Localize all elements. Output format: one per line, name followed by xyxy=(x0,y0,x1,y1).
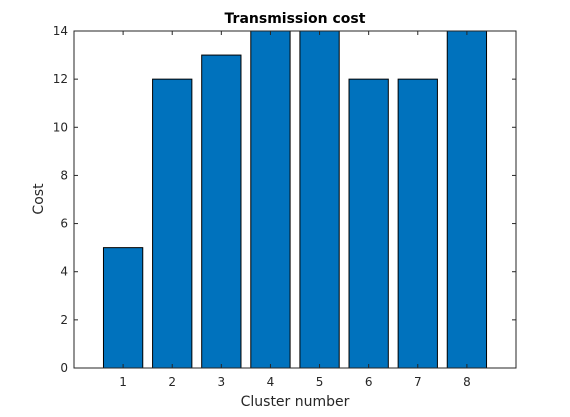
bar-cluster-8 xyxy=(446,30,488,369)
y-tick-label: 12 xyxy=(53,72,68,86)
x-tick-label: 6 xyxy=(365,375,373,389)
bar-cluster-1 xyxy=(102,247,144,369)
bars-layer xyxy=(102,30,488,369)
y-tick-label: 4 xyxy=(60,265,68,279)
bar-cluster-3 xyxy=(201,54,242,369)
y-tick-label: 10 xyxy=(53,120,68,134)
x-tick-label: 8 xyxy=(463,375,471,389)
y-tick-label: 6 xyxy=(60,217,68,231)
y-tick-label: 2 xyxy=(60,313,68,327)
bar-cluster-4 xyxy=(250,30,291,369)
chart-title: Transmission cost xyxy=(225,11,366,27)
x-tick-label: 7 xyxy=(414,375,422,389)
x-tick-label: 4 xyxy=(267,375,275,389)
x-tick-label: 5 xyxy=(316,375,324,389)
y-tick-label: 14 xyxy=(53,24,68,38)
y-axis-label: Cost xyxy=(31,183,47,215)
y-tick-label: 8 xyxy=(60,168,68,182)
bar-cluster-7 xyxy=(397,78,438,369)
x-axis-label: Cluster number xyxy=(241,394,350,410)
x-tick-label: 1 xyxy=(119,375,127,389)
y-tick-label: 0 xyxy=(60,361,68,375)
x-tick-label: 3 xyxy=(218,375,226,389)
bar-cluster-5 xyxy=(299,30,340,369)
bar-cluster-2 xyxy=(152,78,193,369)
bar-cluster-6 xyxy=(348,78,389,369)
x-tick-label: 2 xyxy=(168,375,176,389)
axes-box xyxy=(73,30,517,369)
axes-layer xyxy=(73,30,517,369)
